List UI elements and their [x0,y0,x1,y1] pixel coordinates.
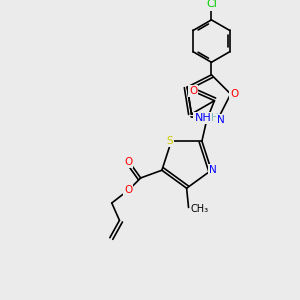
Text: O: O [124,185,132,196]
Text: H: H [211,113,218,123]
Text: NH: NH [194,113,211,123]
Text: Cl: Cl [206,0,217,8]
Text: O: O [230,89,238,99]
Text: N: N [217,115,225,125]
Text: S: S [166,136,173,146]
Text: N: N [209,165,217,175]
Text: CH₃: CH₃ [190,204,208,214]
Text: O: O [189,86,197,96]
Text: O: O [124,157,132,166]
